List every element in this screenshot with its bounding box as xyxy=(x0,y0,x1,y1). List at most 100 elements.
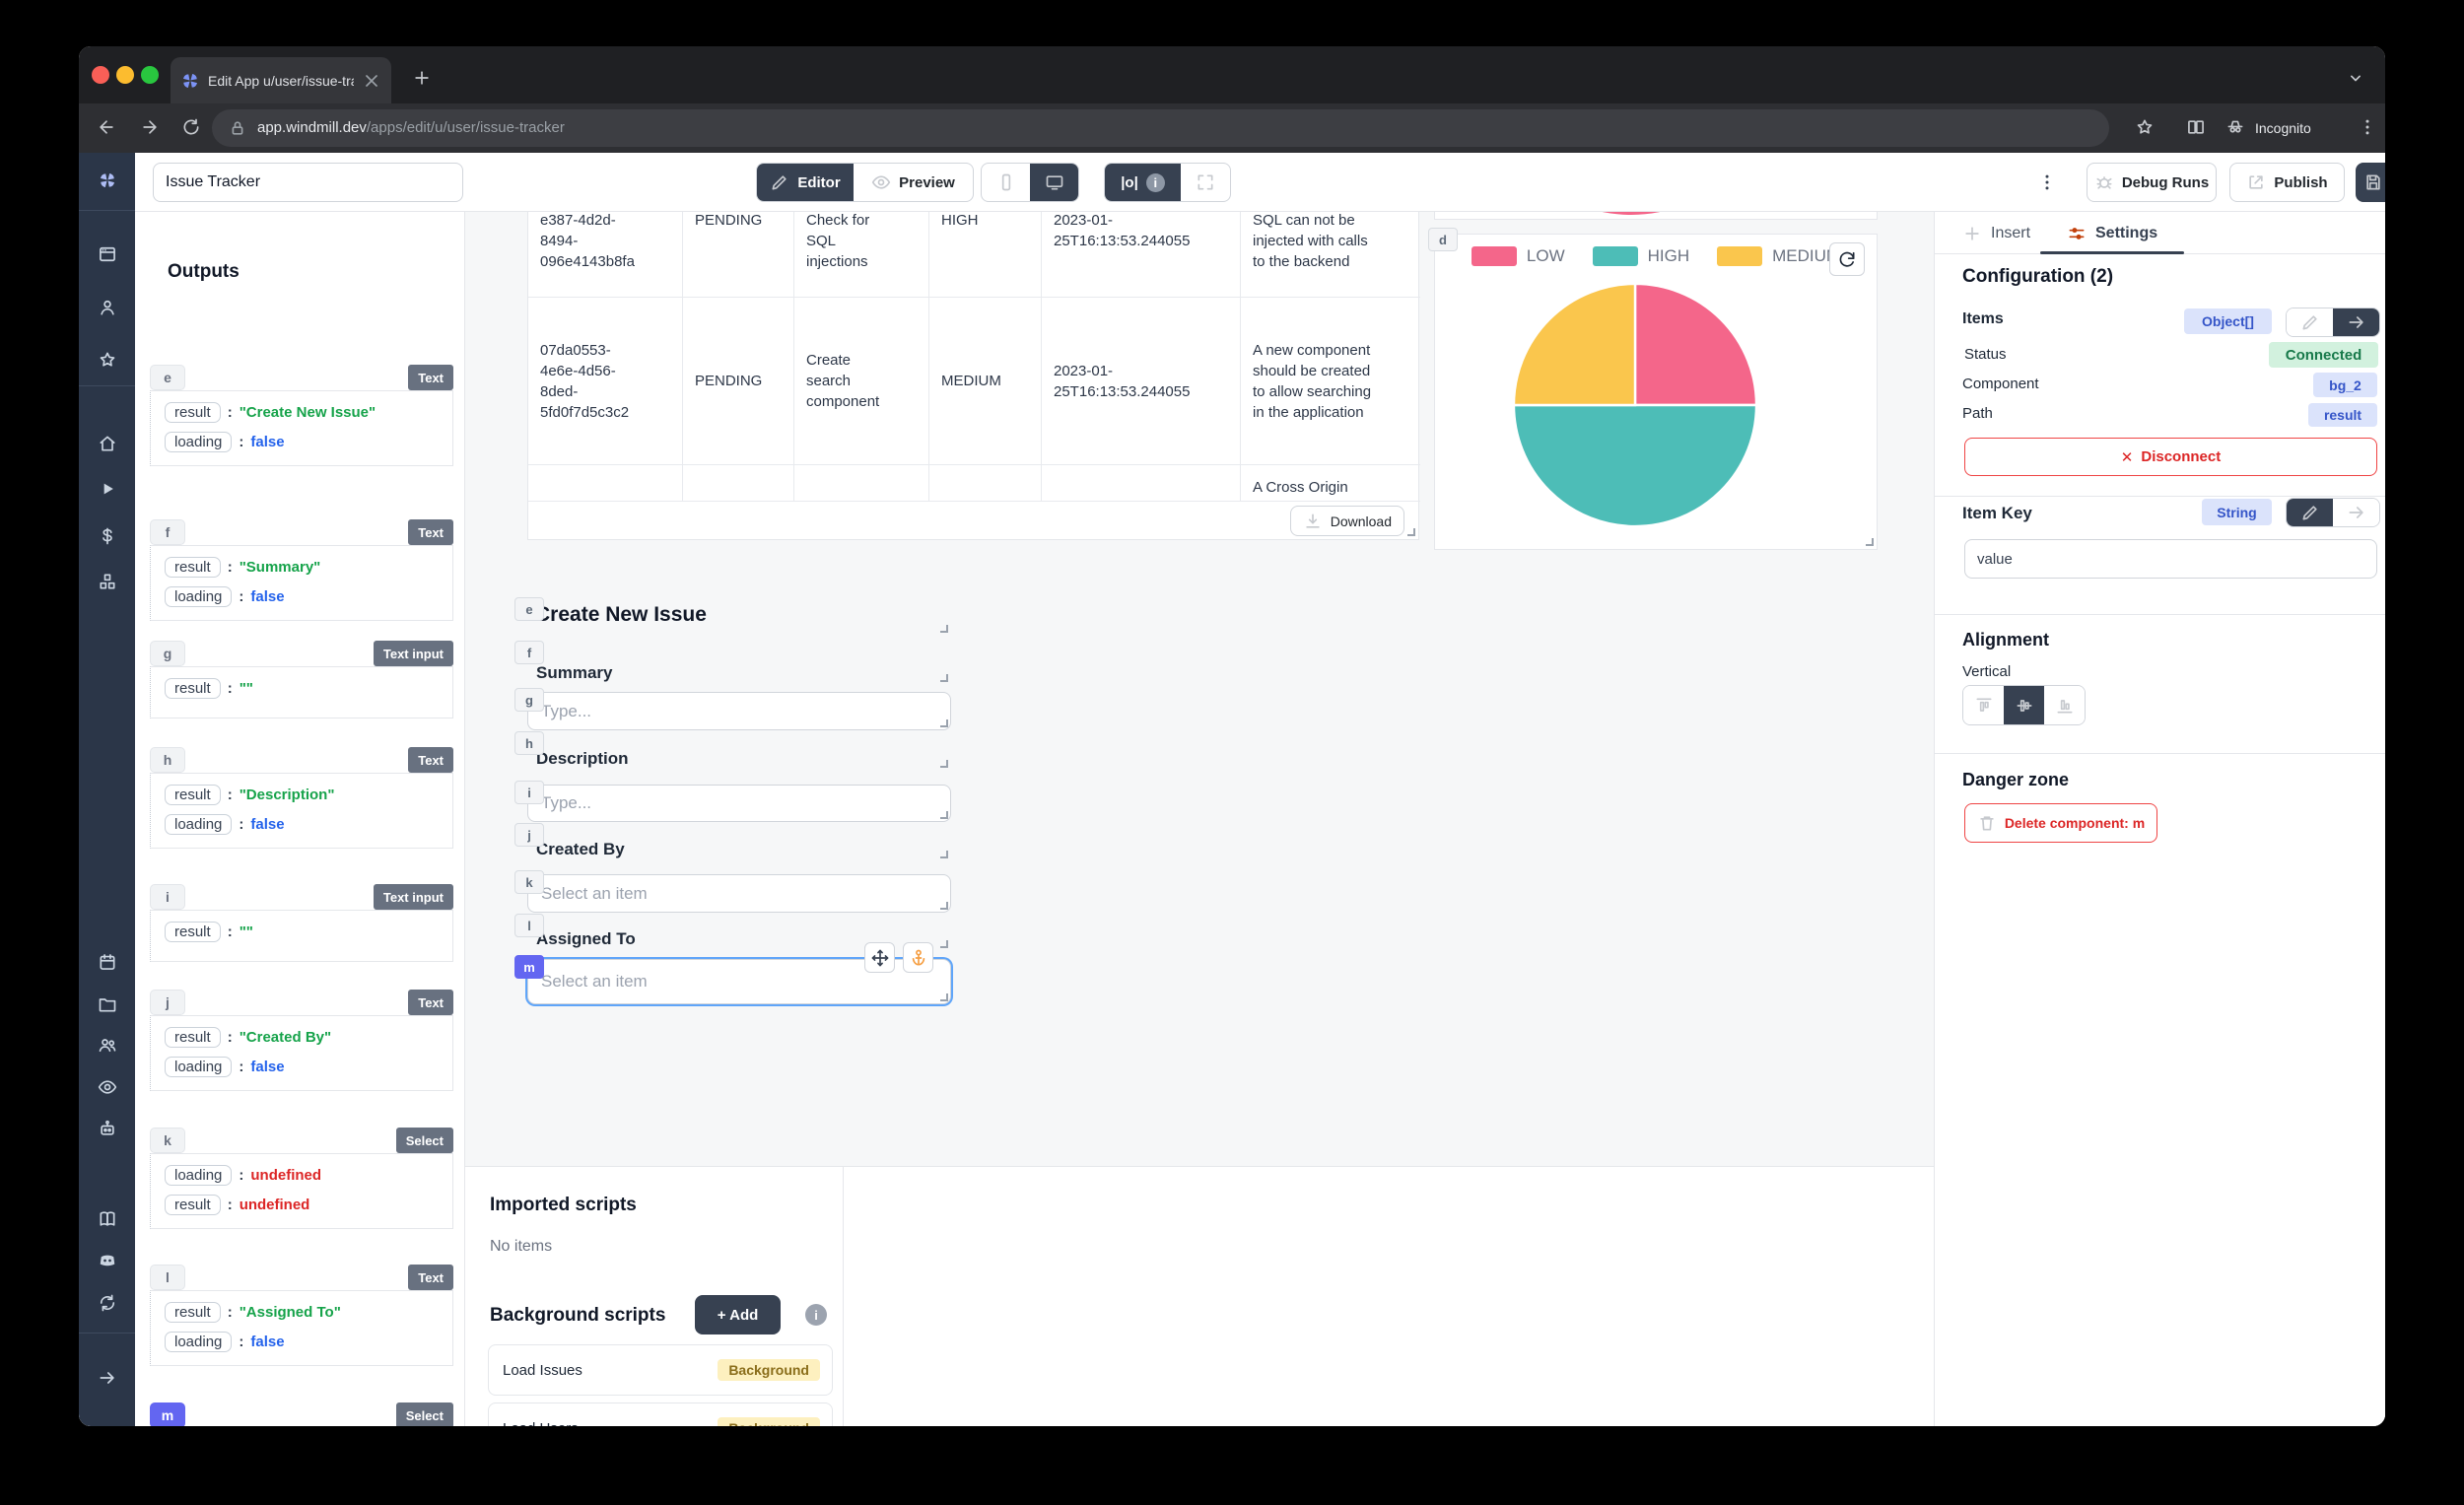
resize-handle[interactable] xyxy=(940,719,948,727)
output-key-chip[interactable]: loading xyxy=(165,586,233,607)
resize-handle[interactable] xyxy=(940,902,948,910)
sidebar-item-blocks[interactable] xyxy=(79,565,135,598)
move-component-button[interactable] xyxy=(864,942,895,973)
output-key-chip[interactable]: result xyxy=(165,1195,221,1215)
output-key-chip[interactable]: result xyxy=(165,557,221,578)
sidebar-item-apps[interactable] xyxy=(79,238,135,271)
component-tab-h[interactable]: h xyxy=(514,731,544,755)
legend-item-medium[interactable]: MEDIUM xyxy=(1717,246,1840,266)
form-component-e[interactable]: e Create New Issue xyxy=(514,597,951,636)
component-tab-f[interactable]: f xyxy=(514,641,544,664)
output-key-chip[interactable]: result xyxy=(165,1302,221,1323)
save-button[interactable]: Save xyxy=(2356,163,2385,202)
mobile-view-button[interactable] xyxy=(982,164,1030,201)
text-input[interactable]: Type... xyxy=(527,785,951,822)
output-card-tab-k[interactable]: k xyxy=(150,1128,185,1153)
sidebar-item-users[interactable] xyxy=(79,1028,135,1061)
sidebar-item-play[interactable] xyxy=(79,472,135,506)
output-key-chip[interactable]: result xyxy=(165,402,221,423)
forward-icon[interactable] xyxy=(140,117,160,137)
desktop-view-button[interactable] xyxy=(1030,164,1078,201)
output-key-chip[interactable]: loading xyxy=(165,1332,233,1352)
component-tab-m[interactable]: m xyxy=(514,955,544,979)
form-component-m[interactable]: m Select an item xyxy=(514,942,951,1004)
select-input[interactable]: Select an item xyxy=(527,874,951,913)
component-tab-l[interactable]: l xyxy=(514,914,544,937)
output-card-tab-e[interactable]: e xyxy=(150,365,185,390)
output-key-chip[interactable]: result xyxy=(165,678,221,699)
window-close-button[interactable] xyxy=(92,66,109,84)
new-tab-button[interactable] xyxy=(412,68,432,88)
tab-search-chevron-icon[interactable] xyxy=(2346,68,2365,88)
output-key-chip[interactable]: loading xyxy=(165,1165,233,1186)
sidebar-item-book[interactable] xyxy=(79,1202,135,1236)
sidebar-item-eye[interactable] xyxy=(79,1070,135,1104)
sidebar-item-arrow-right[interactable] xyxy=(79,1361,135,1395)
background-script-row[interactable]: Load Issues Background xyxy=(488,1344,833,1396)
output-card-tab-m[interactable]: m xyxy=(150,1402,185,1426)
output-key-chip[interactable]: result xyxy=(165,1027,221,1048)
output-key-chip[interactable]: result xyxy=(165,922,221,942)
form-component-k[interactable]: k Select an item xyxy=(514,870,951,913)
tab-settings[interactable]: Settings xyxy=(2067,212,2157,254)
output-key-chip[interactable]: loading xyxy=(165,1057,233,1077)
background-script-row[interactable]: Load Users Background xyxy=(488,1402,833,1426)
component-tab-k[interactable]: k xyxy=(514,870,544,894)
output-card-tab-l[interactable]: l xyxy=(150,1265,185,1290)
resize-handle[interactable] xyxy=(940,625,948,633)
sidebar-item-discord[interactable] xyxy=(79,1244,135,1277)
sidebar-item-calendar[interactable] xyxy=(79,945,135,979)
form-component-g[interactable]: g Type... xyxy=(514,688,951,730)
refresh-button[interactable] xyxy=(1829,242,1865,276)
pie-chart-component[interactable]: d LOW HIGH MEDIUM xyxy=(1428,228,1878,550)
window-zoom-button[interactable] xyxy=(141,66,159,84)
resize-handle[interactable] xyxy=(1407,528,1415,536)
resize-handle[interactable] xyxy=(940,993,948,1001)
text-input[interactable]: Type... xyxy=(527,692,951,730)
sidebar-item-dollar[interactable] xyxy=(79,519,135,553)
sidebar-item-user[interactable] xyxy=(79,291,135,324)
header-kebab-icon[interactable] xyxy=(2037,172,2057,192)
sidebar-item-star[interactable] xyxy=(79,343,135,376)
app-name-input[interactable]: Issue Tracker xyxy=(153,163,463,202)
editor-tab[interactable]: Editor xyxy=(757,164,854,201)
item-key-input[interactable]: value xyxy=(1964,539,2377,579)
output-card-tab-f[interactable]: f xyxy=(150,519,185,545)
component-tab-d[interactable]: d xyxy=(1428,228,1458,251)
output-card-tab-h[interactable]: h xyxy=(150,747,185,773)
anchor-component-button[interactable] xyxy=(903,942,933,973)
split-view-icon[interactable] xyxy=(2186,117,2206,137)
resize-handle[interactable] xyxy=(940,851,948,858)
output-card-tab-j[interactable]: j xyxy=(150,990,185,1015)
resize-handle[interactable] xyxy=(940,760,948,768)
component-tab-g[interactable]: g xyxy=(514,688,544,712)
table-component[interactable]: e387-4d2d-8494-096e4143b8fa PENDING Check … xyxy=(527,212,1420,540)
align-bottom-button[interactable] xyxy=(2044,686,2085,724)
output-key-chip[interactable]: loading xyxy=(165,814,233,835)
tab-insert[interactable]: Insert xyxy=(1962,212,2030,254)
items-connect-mode-button[interactable] xyxy=(2333,308,2379,336)
app-canvas[interactable]: e387-4d2d-8494-096e4143b8fa PENDING Check … xyxy=(465,212,1934,1166)
form-component-i[interactable]: i Type... xyxy=(514,781,951,822)
table-row[interactable]: A Cross Origin xyxy=(528,465,1420,502)
output-card-tab-i[interactable]: i xyxy=(150,884,185,910)
legend-item-high[interactable]: HIGH xyxy=(1592,246,1689,266)
publish-button[interactable]: Publish xyxy=(2229,163,2345,202)
component-tab-e[interactable]: e xyxy=(514,597,544,621)
component-tab-j[interactable]: j xyxy=(514,823,544,847)
legend-item-low[interactable]: LOW xyxy=(1471,246,1565,266)
tab-close-icon[interactable] xyxy=(362,71,381,91)
output-key-chip[interactable]: loading xyxy=(165,432,233,452)
debug-runs-button[interactable]: Debug Runs xyxy=(2087,163,2217,202)
browser-menu-kebab-icon[interactable] xyxy=(2358,117,2377,137)
sidebar-item-folder[interactable] xyxy=(79,988,135,1021)
item-key-static-mode-button[interactable] xyxy=(2287,499,2333,526)
toggle-outputs-button[interactable]: |o| i xyxy=(1105,164,1181,201)
delete-component-button[interactable]: Delete component: m xyxy=(1964,803,2157,843)
items-static-mode-button[interactable] xyxy=(2287,308,2333,336)
form-component-f[interactable]: f Summary xyxy=(514,641,951,685)
back-icon[interactable] xyxy=(97,117,116,137)
browser-tab[interactable]: Edit App u/user/issue-tracker | xyxy=(171,57,391,103)
add-background-script-button[interactable]: + Add xyxy=(695,1295,781,1334)
table-row[interactable]: 07da0553-4e6e-4d56-8ded-5fd0f7d5c3c2 PEND… xyxy=(528,298,1420,465)
